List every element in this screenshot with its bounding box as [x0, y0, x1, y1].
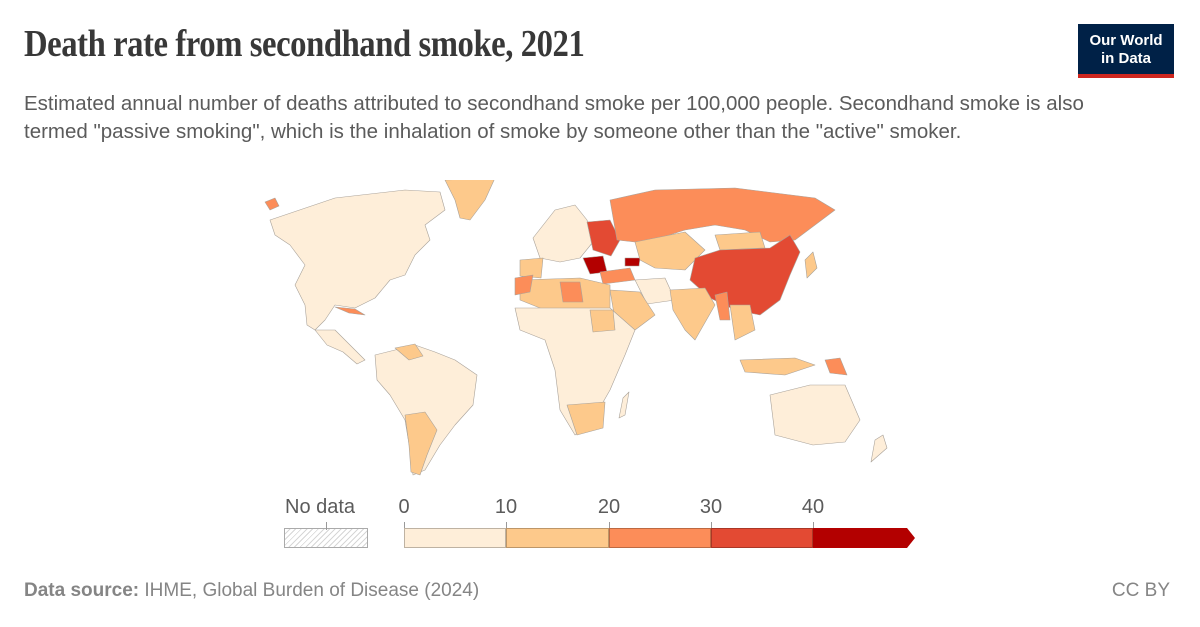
tick-0	[404, 522, 405, 530]
region-north-america[interactable]	[269, 189, 446, 331]
region-argentina[interactable]	[404, 411, 438, 476]
region-madagascar[interactable]	[618, 391, 630, 419]
region-venezuela[interactable]	[394, 343, 424, 361]
world-map	[264, 180, 888, 476]
region-japan[interactable]	[804, 251, 818, 279]
tick-20	[609, 522, 610, 530]
chart-title: Death rate from secondhand smoke, 2021	[24, 23, 585, 65]
data-source-text[interactable]: IHME, Global Burden of Disease (2024)	[144, 580, 480, 601]
owid-logo[interactable]: Our World in Data	[1078, 24, 1174, 78]
region-sudan[interactable]	[589, 309, 616, 333]
tick-label-20: 20	[597, 496, 621, 518]
region-greenland[interactable]	[444, 180, 495, 221]
region-western-europe[interactable]	[532, 204, 594, 263]
region-eastern-europe[interactable]	[586, 219, 621, 257]
tick-40	[813, 522, 814, 530]
data-source: Data source: IHME, Global Burden of Dise…	[24, 580, 479, 602]
region-kazakhstan[interactable]	[634, 231, 706, 271]
legend-bin-over-40[interactable]	[813, 528, 917, 548]
region-australia[interactable]	[769, 384, 861, 446]
no-data-label: No data	[285, 496, 356, 518]
no-data-swatch[interactable]	[284, 528, 368, 548]
license-link[interactable]: CC BY	[1111, 580, 1170, 601]
tick-30	[711, 522, 712, 530]
legend-bin-20-30[interactable]	[609, 528, 711, 548]
tick-label-30: 30	[699, 496, 723, 518]
region-new-zealand[interactable]	[870, 434, 888, 463]
region-russia[interactable]	[609, 187, 836, 243]
legend-bin-10-20[interactable]	[506, 528, 609, 548]
legend-bin-0-10[interactable]	[404, 528, 506, 548]
chart-subtitle: Estimated annual number of deaths attrib…	[24, 92, 1084, 143]
logo-line-1: Our World	[1089, 32, 1163, 49]
region-cuba[interactable]	[334, 306, 366, 316]
region-south-america[interactable]	[374, 344, 478, 476]
region-mongolia[interactable]	[714, 231, 766, 251]
tick-label-10: 10	[494, 496, 518, 518]
no-data-tick	[326, 522, 327, 530]
logo-line-2: in Data	[1100, 50, 1151, 67]
color-legend: No data 0 10 20 30 40	[0, 492, 1200, 552]
tick-label-0: 0	[398, 496, 410, 518]
region-morocco[interactable]	[514, 274, 534, 296]
region-spain[interactable]	[519, 257, 544, 279]
region-indonesia[interactable]	[739, 357, 816, 376]
tick-10	[506, 522, 507, 530]
region-india[interactable]	[669, 287, 716, 341]
region-central-america[interactable]	[314, 329, 366, 365]
region-southeast-asia[interactable]	[729, 304, 756, 341]
legend-bin-30-40[interactable]	[711, 528, 813, 548]
region-libya[interactable]	[559, 281, 584, 303]
region-caucasus[interactable]	[624, 257, 641, 267]
data-source-label: Data source:	[24, 580, 140, 601]
tick-label-40: 40	[801, 496, 825, 518]
region-alaska-island[interactable]	[264, 197, 280, 211]
region-southern-africa[interactable]	[566, 401, 606, 436]
region-png[interactable]	[824, 357, 848, 376]
region-myanmar[interactable]	[714, 291, 731, 321]
